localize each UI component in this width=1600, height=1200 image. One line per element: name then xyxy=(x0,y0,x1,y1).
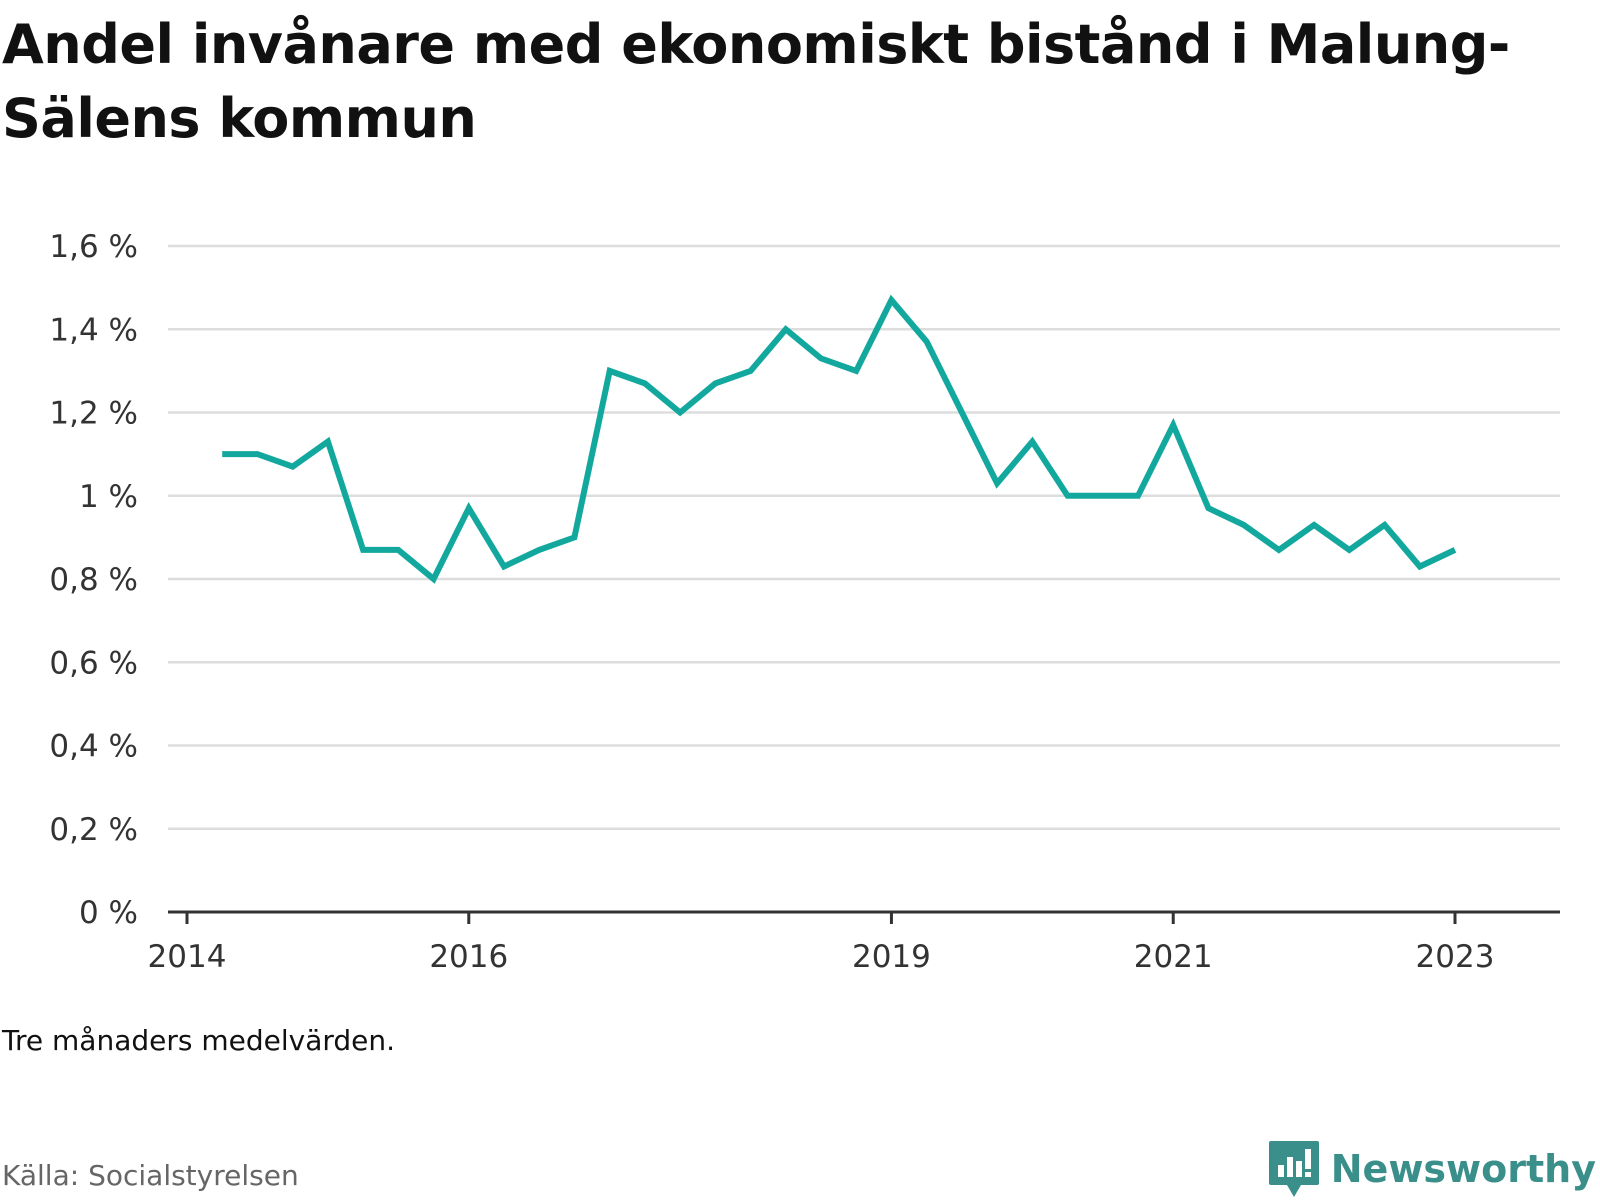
y-tick-label: 0,6 % xyxy=(49,645,138,681)
y-tick-label: 1,4 % xyxy=(49,312,138,348)
y-tick-label: 1,6 % xyxy=(49,229,138,265)
x-tick-label: 2023 xyxy=(1416,939,1495,975)
x-tick-label: 2016 xyxy=(429,939,508,975)
x-axis-tick-labels: 2014 2016 2019 2021 2023 xyxy=(148,939,1495,975)
y-tick-label: 0,4 % xyxy=(49,729,138,765)
y-tick-label: 0,8 % xyxy=(49,562,138,598)
y-tick-label: 1 % xyxy=(79,479,138,515)
source-label: Källa: Socialstyrelsen xyxy=(2,1159,299,1192)
chart-note: Tre månaders medelvärden. xyxy=(2,1024,396,1057)
x-tick-label: 2014 xyxy=(148,939,227,975)
brand-name: Newsworthy xyxy=(1330,1147,1596,1191)
newsworthy-logo-icon xyxy=(1268,1141,1319,1197)
series-line xyxy=(222,294,1457,584)
x-tick-label: 2021 xyxy=(1134,939,1213,975)
y-tick-label: 1,2 % xyxy=(49,396,138,432)
chart-title: Andel invånare med ekonomiskt bistånd i … xyxy=(2,13,1510,150)
y-tick-label: 0,2 % xyxy=(49,812,138,848)
gridlines xyxy=(168,244,1560,830)
newsworthy-brand[interactable]: Newsworthy xyxy=(1267,1139,1596,1199)
y-tick-label: 0 % xyxy=(79,895,138,931)
x-tick-label: 2019 xyxy=(852,939,931,975)
y-axis-tick-labels: 0 % 0,2 % 0,4 % 0,6 % 0,8 % 1 % 1,2 % 1,4 % 1,6 … xyxy=(49,229,138,931)
x-axis xyxy=(168,910,1560,924)
line-chart: 0 % 0,2 % 0,4 % 0,6 % 0,8 % 1 % 1,2 % 1,4 % 1,6 … xyxy=(49,229,1560,975)
series-layer xyxy=(222,294,1457,584)
